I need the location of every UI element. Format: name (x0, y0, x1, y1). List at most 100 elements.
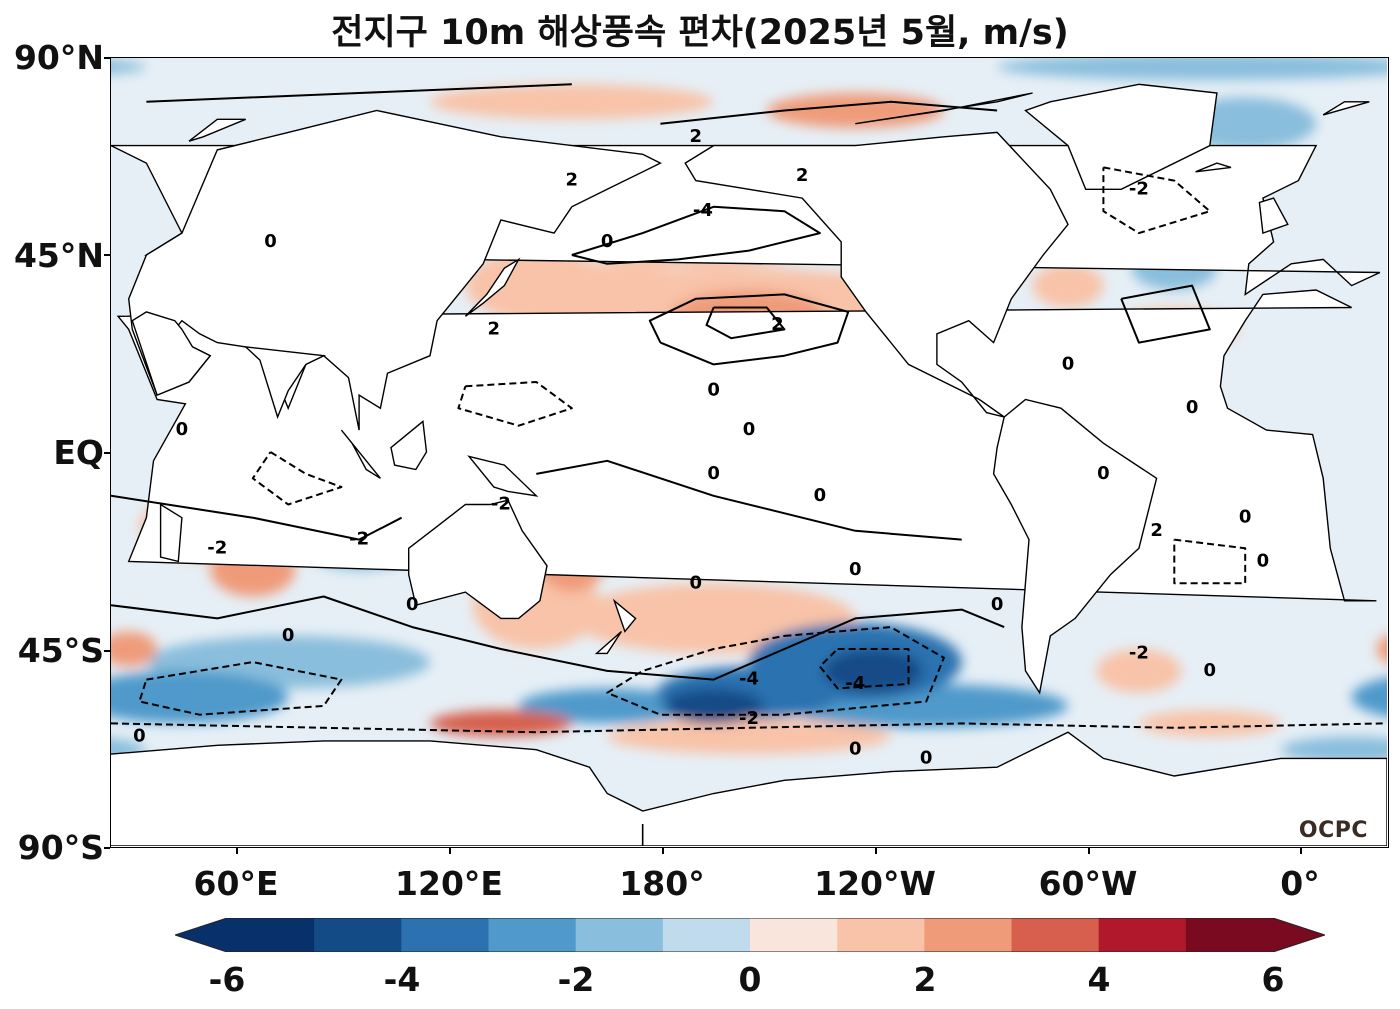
x-label-60e: 60°E (193, 864, 279, 903)
contour-label: -4 (739, 669, 759, 690)
contour-label: 0 (849, 559, 862, 580)
contour-label: 0 (920, 747, 933, 768)
x-label-120w: 120°W (814, 864, 936, 903)
colorbar-segment (837, 918, 925, 952)
land-namerica (684, 131, 1069, 418)
land-australia (408, 499, 548, 620)
colorbar-segment (750, 918, 838, 952)
contour-label: -4 (693, 200, 713, 221)
contour-positive (146, 83, 572, 103)
anomaly-patch (607, 719, 891, 755)
anomaly-patch (430, 84, 714, 120)
land-sumatra (340, 429, 381, 479)
anomaly-patch (518, 688, 696, 724)
contour-label: -2 (1129, 178, 1149, 199)
contour-label: 2 (796, 165, 809, 186)
colorbar-label-0: 0 (738, 960, 762, 999)
colorbar-segment (227, 918, 315, 952)
contour-label: 0 (282, 625, 295, 646)
contour-negative (1102, 166, 1211, 235)
land-india (243, 345, 327, 420)
colorbar-label-6: 6 (1261, 960, 1285, 999)
y-label-90n: 90°N (13, 38, 104, 77)
colorbar-segment (575, 918, 664, 952)
contour-label: -4 (845, 673, 865, 694)
y-tick (104, 254, 110, 256)
colorbar-segment (401, 918, 490, 952)
contour-label: 0 (707, 380, 720, 401)
contour-negative (111, 722, 1384, 734)
contour-label: 0 (406, 594, 419, 615)
x-label-180: 180° (619, 864, 705, 903)
y-tick (104, 452, 110, 454)
contour-label: 0 (991, 594, 1004, 615)
x-label-60w: 60°W (1038, 864, 1138, 903)
colorbar (175, 918, 1325, 952)
contour-positive (536, 459, 962, 541)
contour-label: 0 (814, 485, 827, 506)
ocpc-logo: OCPC (1298, 818, 1368, 843)
colorbar-segment (314, 918, 402, 952)
contour-positive (111, 595, 1005, 681)
anomaly-patch (1280, 736, 1388, 763)
contour-label: 0 (1186, 397, 1199, 418)
y-label-eq: EQ (53, 433, 104, 472)
land-svalbard (1322, 101, 1370, 116)
land-antarctica (111, 731, 1388, 847)
contour-layer: -4 -2 0 -4 -4 2 2 0 0 -2 0 -2 2 0 -2 -2 0 0 2 2 0 -2 0 2 0 0 0 0 0 0 0… (111, 83, 1384, 846)
land-uk (1258, 197, 1289, 235)
contour-label: 2 (566, 170, 579, 191)
y-tick (104, 650, 110, 652)
colorbar-extend-high (1273, 918, 1325, 952)
x-label-0: 0° (1280, 864, 1320, 903)
land-layer (111, 83, 1388, 847)
colorbar-segment (1098, 918, 1187, 952)
colorbar-segment (1185, 918, 1274, 952)
land-nz1 (612, 598, 637, 633)
contour-label: 2 (690, 126, 703, 147)
anomaly-patch (997, 58, 1388, 80)
land-arctic_is (855, 92, 1033, 125)
contour-label: 0 (264, 231, 277, 252)
anomaly-patch (1138, 710, 1281, 737)
land-newguinea (467, 455, 539, 497)
land-japan (464, 257, 521, 317)
x-tick (1088, 848, 1090, 854)
x-label-120e: 120°E (395, 864, 503, 903)
colorbar-label-2: 2 (913, 960, 937, 999)
land-novaya (188, 118, 246, 142)
contour-negative (606, 626, 945, 716)
land-nz2 (594, 630, 622, 655)
anomaly-patch (111, 59, 147, 75)
contour-negative (818, 648, 910, 690)
contour-label: -2 (739, 708, 759, 729)
contour-positive (705, 306, 786, 340)
colorbar-label-m2: -2 (557, 960, 595, 999)
land-iceland (1195, 162, 1232, 173)
land-arabia (131, 311, 212, 397)
contour-label: 0 (1097, 463, 1110, 484)
x-tick (236, 848, 238, 854)
colorbar-label-m4: -4 (383, 960, 421, 999)
contour-label: 0 (707, 463, 720, 484)
anomaly-map: -4 -2 0 -4 -4 2 2 0 0 -2 0 -2 2 0 -2 -2 0 0 2 2 0 -2 0 2 0 0 0 0 0 0 0… (111, 58, 1388, 847)
contour-label: 0 (743, 419, 756, 440)
contour-positive (111, 494, 403, 541)
anomaly-patch (1351, 677, 1388, 717)
anomaly-patch (1376, 634, 1388, 664)
contour-label: 0 (601, 231, 614, 252)
land-samerica (992, 398, 1158, 695)
anomaly-patch (823, 649, 923, 693)
anomaly-patch (1096, 649, 1182, 693)
y-label-90s: 90°S (17, 828, 104, 867)
contour-positive (648, 293, 850, 366)
anomaly-patch (111, 631, 158, 667)
contour-negative (457, 381, 573, 427)
contour-negative (1173, 538, 1247, 585)
contour-label: 2 (488, 318, 501, 339)
colorbar-label-m6: -6 (208, 960, 246, 999)
land-greenland (1024, 83, 1218, 191)
contour-label: 0 (1257, 550, 1270, 571)
anomaly-patch (430, 710, 572, 737)
contour-label: -2 (349, 529, 369, 550)
